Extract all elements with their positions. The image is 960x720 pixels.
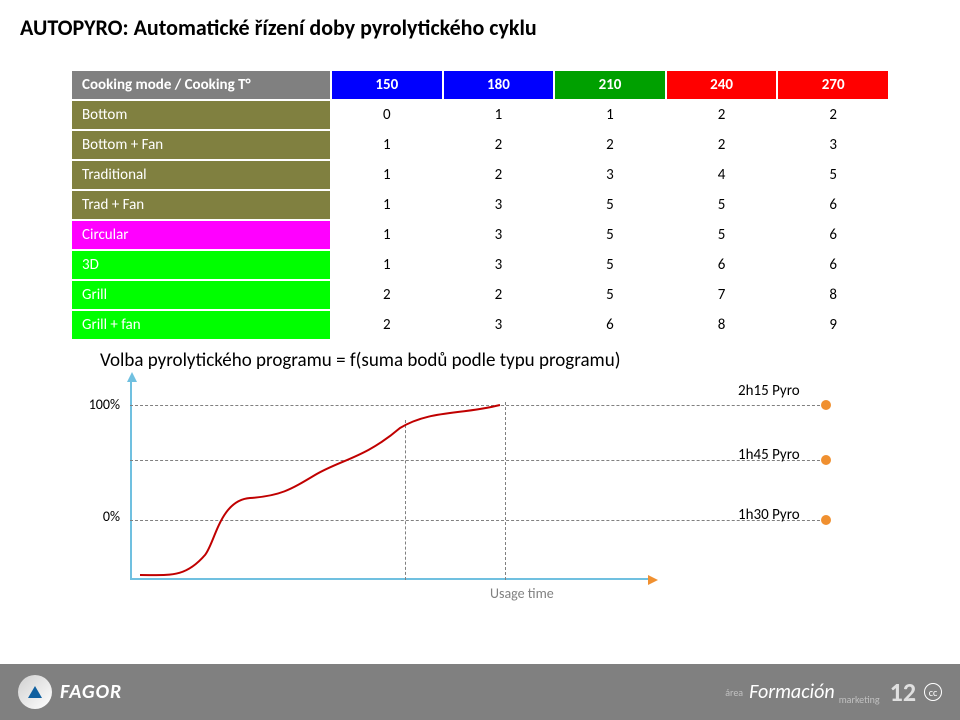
cell: 6: [554, 310, 666, 340]
dot-2h15: [821, 400, 831, 410]
cell: 0: [331, 100, 443, 130]
label-1h45: 1h45 Pyro: [738, 446, 800, 464]
cell: 5: [554, 250, 666, 280]
cell: 8: [666, 310, 778, 340]
cell: 2: [443, 160, 555, 190]
cell: 5: [554, 190, 666, 220]
y-label-0: 0%: [70, 508, 120, 525]
table-row: Traditional12345: [71, 160, 889, 190]
cell: 1: [331, 220, 443, 250]
title-bar: AUTOPYRO: Automatické řízení doby pyroly…: [0, 0, 960, 51]
cell: 2: [443, 130, 555, 160]
cell: 5: [554, 220, 666, 250]
cc-icon: cc: [924, 683, 942, 701]
page-title: AUTOPYRO: Automatické řízení doby pyroly…: [20, 14, 940, 41]
cell: 3: [443, 220, 555, 250]
cell: 1: [331, 190, 443, 220]
row-label: Grill: [71, 280, 331, 310]
cell: 3: [554, 160, 666, 190]
fagor-text: FAGOR: [60, 680, 122, 704]
cell: 5: [666, 220, 778, 250]
label-1h30: 1h30 Pyro: [738, 506, 800, 524]
chart: 100% 0% 2h15 Pyro 1h45 Pyro 1h30 Pyro: [70, 380, 890, 610]
dot-1h45: [821, 455, 831, 465]
footer: FAGOR área Formación marketing 12 cc: [0, 664, 960, 720]
cell: 6: [777, 190, 889, 220]
marketing-label: marketing: [839, 693, 880, 706]
table-row: Grill22578: [71, 280, 889, 310]
cell: 7: [666, 280, 778, 310]
cell: 2: [331, 310, 443, 340]
cell: 4: [666, 160, 778, 190]
table-row: Grill + fan23689: [71, 310, 889, 340]
cell: 2: [331, 280, 443, 310]
table-row: Circular13556: [71, 220, 889, 250]
cell: 1: [443, 100, 555, 130]
table-row: Trad + Fan13556: [71, 190, 889, 220]
cell: 5: [554, 280, 666, 310]
cell: 6: [777, 220, 889, 250]
cell: 3: [443, 310, 555, 340]
cell: 1: [331, 130, 443, 160]
y-label-100: 100%: [70, 396, 120, 413]
table-header-temp: 240: [666, 70, 778, 100]
row-label: Traditional: [71, 160, 331, 190]
cell: 8: [777, 280, 889, 310]
cell: 6: [777, 250, 889, 280]
table-row: 3D13566: [71, 250, 889, 280]
cell: 1: [554, 100, 666, 130]
cell: 1: [331, 250, 443, 280]
table-row: Bottom + Fan12223: [71, 130, 889, 160]
x-axis-label: Usage time: [490, 585, 554, 602]
table-header-temp: 180: [443, 70, 555, 100]
row-label: Trad + Fan: [71, 190, 331, 220]
table-row: Bottom01122: [71, 100, 889, 130]
cell: 2: [777, 100, 889, 130]
cell: 2: [666, 130, 778, 160]
row-label: 3D: [71, 250, 331, 280]
cell: 2: [443, 280, 555, 310]
usage-curve: [130, 380, 650, 580]
cell: 2: [554, 130, 666, 160]
table-header-temp: 150: [331, 70, 443, 100]
cell: 3: [777, 130, 889, 160]
cell: 6: [666, 250, 778, 280]
dot-1h30: [821, 515, 831, 525]
chart-area: [130, 380, 650, 580]
table-header-label: Cooking mode / Cooking T°: [71, 70, 331, 100]
row-label: Bottom + Fan: [71, 130, 331, 160]
table-header-temp: 270: [777, 70, 889, 100]
row-label: Bottom: [71, 100, 331, 130]
cell: 5: [777, 160, 889, 190]
label-2h15: 2h15 Pyro: [738, 382, 800, 400]
area-label: área: [725, 686, 743, 699]
fagor-logo: FAGOR: [18, 675, 122, 709]
cell: 9: [777, 310, 889, 340]
formacion-label: Formación: [749, 680, 835, 704]
table-header-temp: 210: [554, 70, 666, 100]
cell: 5: [666, 190, 778, 220]
row-label: Circular: [71, 220, 331, 250]
cooking-table: Cooking mode / Cooking T°150180210240270…: [70, 69, 890, 341]
year-label: 12: [890, 676, 916, 708]
cell: 3: [443, 250, 555, 280]
formacion-logo: área Formación marketing 12 cc: [725, 676, 942, 708]
subtitle: Volba pyrolytického programu = f(suma bo…: [100, 349, 900, 372]
cell: 1: [331, 160, 443, 190]
cell: 3: [443, 190, 555, 220]
cell: 2: [666, 100, 778, 130]
row-label: Grill + fan: [71, 310, 331, 340]
